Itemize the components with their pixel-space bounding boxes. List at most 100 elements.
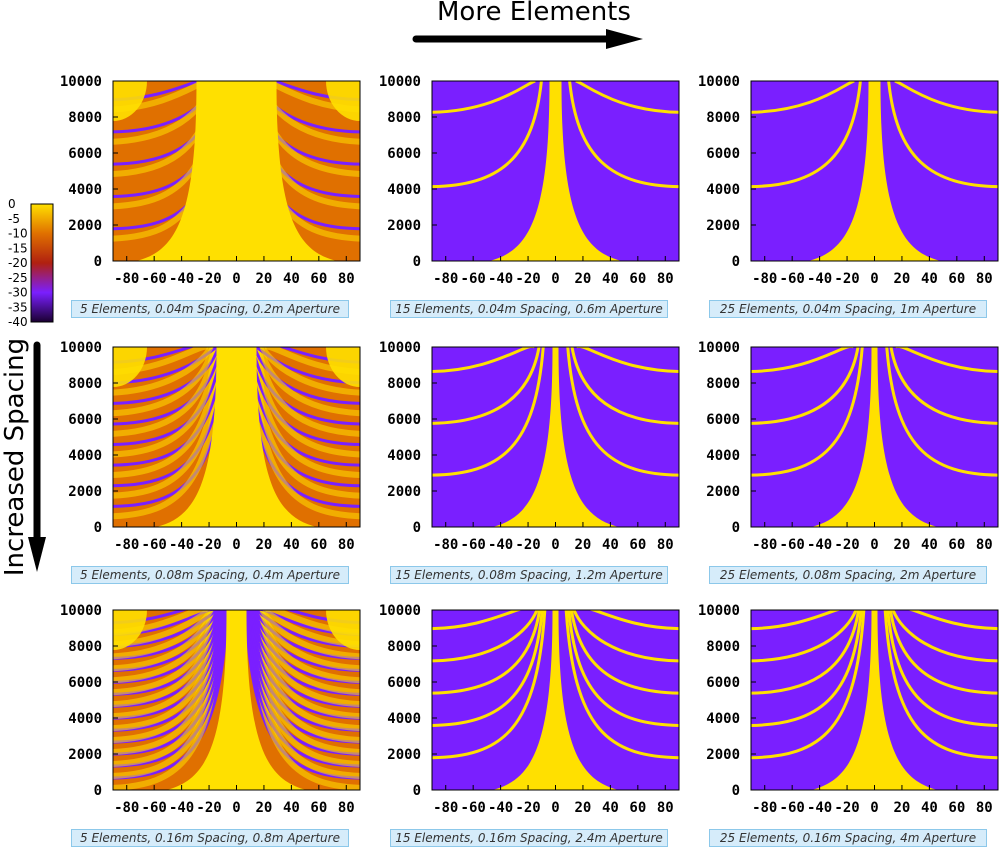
y-tick-label: 10000: [379, 74, 421, 90]
x-tick-label: 40: [602, 271, 619, 287]
x-tick-label: -20: [196, 271, 221, 287]
y-tick-label: 4000: [68, 182, 102, 198]
fringe-curve: [894, 81, 998, 114]
fringe-curve: [432, 347, 541, 425]
x-tick-label: -60: [780, 800, 805, 816]
colorbar-tick-label: 0: [8, 197, 16, 211]
x-tick-label: -40: [807, 800, 832, 816]
colorbar-gradient: [30, 203, 54, 323]
fringe-curve: [255, 347, 360, 385]
corner-lobe: [113, 81, 147, 121]
y-tick-label: 0: [413, 520, 421, 536]
fringe-curve: [564, 610, 679, 760]
x-tick-label: 60: [948, 271, 965, 287]
fringe-curve: [751, 610, 863, 727]
y-tick-label: 2000: [68, 747, 102, 763]
panel-caption: 15 Elements, 0.16m Spacing, 2.4m Apertur…: [390, 829, 668, 847]
corner-lobe: [113, 610, 147, 650]
x-tick-label: -60: [142, 537, 167, 553]
corner-lobe: [326, 347, 360, 387]
x-tick-label: -20: [834, 271, 859, 287]
y-tick-label: 10000: [698, 340, 740, 356]
panel-caption: 5 Elements, 0.08m Spacing, 0.4m Aperture: [71, 566, 349, 584]
y-tick-label: 8000: [68, 110, 102, 126]
y-tick-label: 0: [94, 254, 102, 270]
heatmap-panel: 0 2000 4000 6000 8000 10000 -80 -60 -40 -20 0 20 40 6…: [698, 340, 999, 553]
y-tick-label: 4000: [387, 448, 421, 464]
y-tick-label: 2000: [68, 218, 102, 234]
fringe-curve: [432, 610, 539, 663]
y-tick-label: 10000: [698, 603, 740, 619]
heatmap-field: [113, 610, 360, 790]
panel-caption: 5 Elements, 0.16m Spacing, 0.8m Aperture: [71, 829, 349, 847]
fringe-highlight: [250, 347, 360, 499]
fringe-curve: [895, 347, 998, 373]
x-tick-label: -80: [433, 271, 458, 287]
y-tick-label: 0: [413, 254, 421, 270]
x-tick-label: 0: [870, 800, 878, 816]
y-tick-label: 10000: [60, 74, 102, 90]
more-elements-arrow: [412, 29, 643, 49]
x-tick-label: 40: [283, 271, 300, 287]
fringe-curve: [751, 347, 864, 477]
y-tick-label: 6000: [387, 146, 421, 162]
y-tick-label: 8000: [68, 376, 102, 392]
fringe-highlight: [113, 610, 214, 660]
heatmap-field: [113, 81, 360, 261]
fringe-curve: [576, 610, 679, 631]
x-tick-label: -60: [780, 271, 805, 287]
y-tick-label: 4000: [706, 711, 740, 727]
fringe-curve: [568, 81, 679, 189]
x-tick-label: 40: [602, 800, 619, 816]
x-tick-label: -20: [515, 271, 540, 287]
x-tick-label: -20: [196, 537, 221, 553]
x-tick-label: 80: [657, 537, 674, 553]
heatmap-field: [432, 81, 679, 261]
colorbar-tick-label: -35: [8, 300, 28, 314]
colorbar-tick-label: -40: [8, 315, 28, 329]
colorbar-tick-label: -15: [8, 241, 28, 255]
colorbar-tick-label: -25: [8, 271, 28, 285]
x-tick-label: 40: [921, 271, 938, 287]
heatmap-field: [432, 610, 679, 790]
colorbar-tick-label: -10: [8, 227, 28, 241]
x-tick-label: 60: [310, 800, 327, 816]
y-tick-label: 4000: [68, 711, 102, 727]
y-tick-label: 2000: [387, 218, 421, 234]
y-tick-label: 8000: [706, 639, 740, 655]
y-tick-label: 4000: [68, 448, 102, 464]
x-tick-label: 20: [575, 800, 592, 816]
x-tick-label: -40: [169, 271, 194, 287]
fringe-curve: [569, 610, 679, 695]
fringe-curve: [576, 347, 679, 373]
x-tick-label: -40: [169, 537, 194, 553]
fringe-highlight: [113, 347, 223, 499]
x-tick-label: -60: [461, 800, 486, 816]
main-beam: [166, 610, 307, 790]
x-tick-label: -20: [515, 537, 540, 553]
x-tick-label: 60: [629, 800, 646, 816]
heatmap-panel: 0 2000 4000 6000 8000 10000 -80 -60 -40 -20 0 20 40 6…: [379, 603, 680, 816]
x-tick-label: 60: [629, 537, 646, 553]
x-tick-label: -80: [752, 271, 777, 287]
x-tick-label: 20: [256, 271, 273, 287]
corner-lobe: [326, 610, 360, 650]
y-tick-label: 10000: [60, 603, 102, 619]
y-tick-label: 2000: [706, 218, 740, 234]
x-tick-label: -80: [114, 800, 139, 816]
x-tick-label: -80: [752, 537, 777, 553]
y-tick-label: 10000: [60, 340, 102, 356]
heatmap-field: [113, 347, 360, 527]
panel-caption: 25 Elements, 0.08m Spacing, 2m Aperture: [709, 566, 987, 584]
fringe-curve: [895, 610, 998, 631]
fringe-curve: [751, 610, 854, 631]
x-tick-label: -60: [461, 271, 486, 287]
heatmap-field: [751, 610, 998, 790]
fringe-curve: [886, 610, 998, 727]
y-tick-label: 6000: [68, 146, 102, 162]
y-tick-label: 6000: [706, 146, 740, 162]
y-tick-label: 0: [732, 783, 740, 799]
x-tick-label: 80: [976, 271, 993, 287]
fringe-curve: [570, 347, 679, 425]
